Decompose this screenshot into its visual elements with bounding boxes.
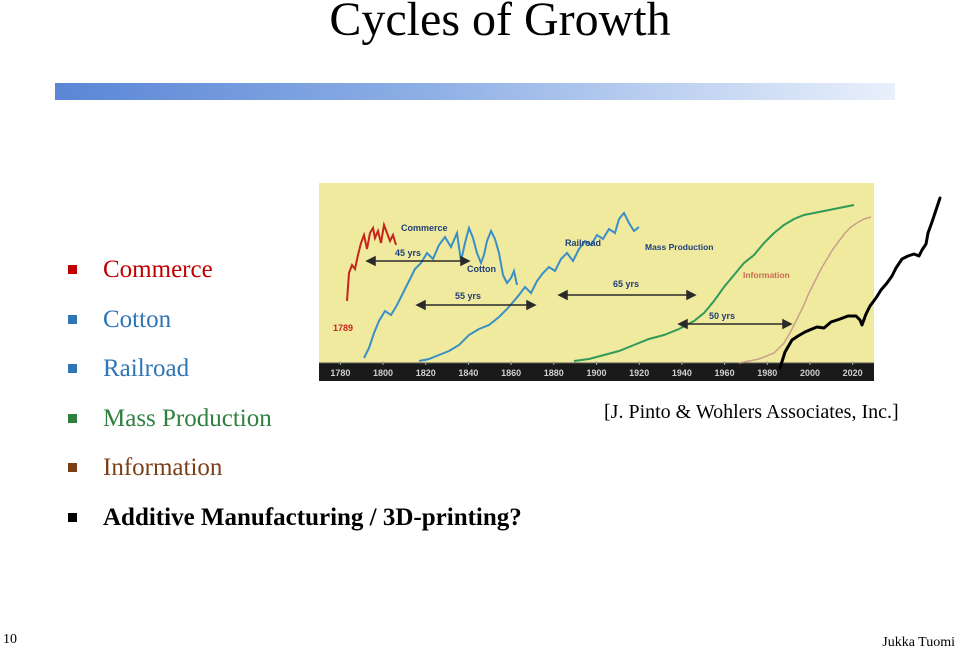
axis-year-label: 1840 [458,368,478,378]
growth-cycles-figure: 1780 1800 1820 1840 1860 1880 1900 1920 1940 1960… [319,183,874,381]
axis-year-label: 2000 [800,368,820,378]
span-label-45: 45 yrs [395,248,421,258]
railroad-label: Railroad [565,238,601,248]
bullet-cotton: Cotton [66,302,522,352]
axis-year-label: 2020 [843,368,863,378]
axis-year-label: 1920 [629,368,649,378]
cotton-label: Cotton [467,264,496,274]
bullet-square-icon [68,364,77,373]
span-label-50: 50 yrs [709,311,735,321]
bullet-square-icon [68,265,77,274]
bullet-square-icon [68,512,77,522]
axis-year-label: 1860 [501,368,521,378]
bullet-information: Information [66,450,522,500]
author-name: Jukka Tuomi [882,635,955,650]
start-year-label: 1789 [333,323,353,333]
title-underline-bar [55,83,895,100]
railroad-curve [418,211,640,362]
information-curve [738,216,872,364]
axis-year-label: 1820 [416,368,436,378]
growth-cycles-svg: 1780 1800 1820 1840 1860 1880 1900 1920 1940 1960… [319,204,874,381]
bullet-square-icon [68,463,77,472]
bullet-text: Cotton [103,305,172,333]
commerce-curve [346,221,397,302]
citation: [J. Pinto & Wohlers Associates, Inc.] [604,401,899,423]
mass-production-label: Mass Production [645,242,713,252]
page-number: 10 [3,632,17,647]
bullet-mass-production: Mass Production [66,401,522,451]
bullet-text: Railroad [103,355,190,382]
span-label-65: 65 yrs [613,279,639,289]
span-arrow-50 [677,318,793,330]
span-arrow-65 [557,289,697,301]
span-label-55: 55 yrs [455,291,481,301]
bullet-list: Commerce Cotton Railroad Mass Production… [66,252,522,549]
axis-year-labels: 1780 1800 1820 1840 1860 1880 1900 1920 1940 1960… [330,361,863,378]
bullet-commerce: Commerce [66,252,522,302]
bullet-square-icon [68,413,77,423]
slide-title: Cycles of Growth [329,0,671,46]
bullet-text: Mass Production [103,404,272,432]
axis-band [319,363,874,381]
axis-year-label: 1900 [586,368,606,378]
axis-year-label: 1780 [330,368,350,378]
axis-year-label: 1980 [757,368,777,378]
span-arrow-45 [365,255,471,267]
bullet-additive-manufacturing: Additive Manufacturing / 3D-printing? [66,500,522,550]
axis-year-label: 1800 [373,368,393,378]
bullet-square-icon [68,314,77,324]
span-arrow-55 [415,299,537,311]
bullet-text: Commerce [103,256,213,283]
axis-year-label: 1960 [715,368,735,378]
information-label: Information [743,270,790,280]
bullet-railroad: Railroad [66,351,522,401]
bullet-text: Information [103,454,223,481]
axis-year-label: 1880 [544,368,564,378]
axis-year-label: 1940 [672,368,692,378]
commerce-label: Commerce [401,223,448,233]
cotton-curve [363,224,518,359]
bullet-text: Additive Manufacturing / 3D-printing? [103,503,522,531]
